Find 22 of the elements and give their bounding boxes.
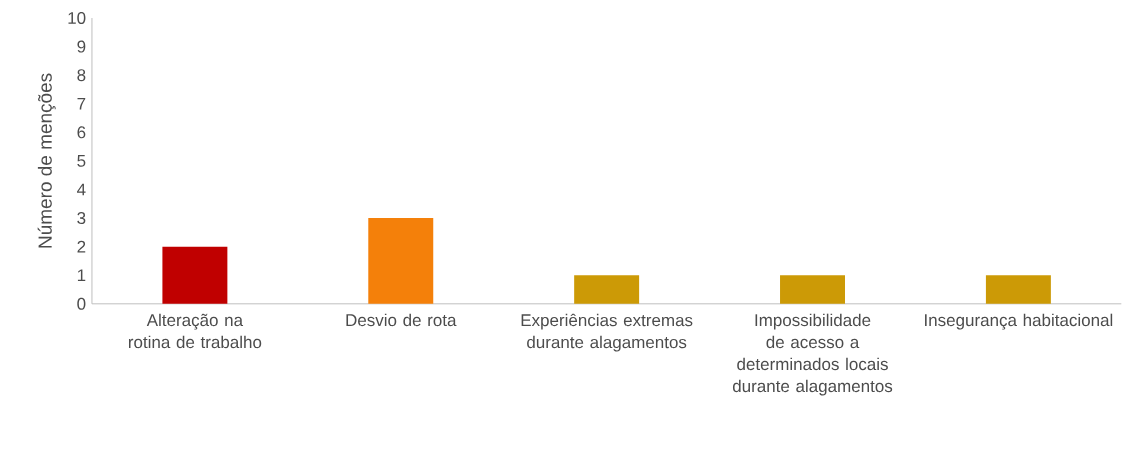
x-tick-label: Experiências extremas durante alagamentos: [521, 313, 693, 352]
bar: [574, 275, 640, 304]
y-tick-label: 2: [77, 240, 86, 253]
x-tick-label: Alteração na rotina de trabalho: [128, 313, 262, 349]
y-tick-label: 6: [77, 126, 86, 139]
x-tick-label: Insegurança habitacional: [925, 313, 1113, 330]
y-tick-label: 1: [77, 269, 86, 282]
bar: [368, 218, 434, 304]
y-tick-label: 3: [77, 212, 86, 225]
x-tick-label: Desvio de rota: [346, 313, 457, 327]
y-tick-label: 0: [77, 297, 86, 310]
x-tick-label: Impossibilidade de acesso a determinados locais durante alagamentos: [732, 313, 893, 396]
y-tick-label: 7: [77, 98, 86, 110]
y-tick-label: 10: [68, 12, 86, 25]
bar: [985, 275, 1051, 304]
y-tick-label: 5: [77, 155, 86, 167]
bar: [162, 246, 228, 304]
bar: [780, 275, 845, 304]
y-tick-label: 9: [77, 40, 86, 53]
y-tick-label: 4: [77, 183, 86, 196]
y-tick-label: 8: [77, 69, 86, 82]
y-axis-title: Número de menções: [37, 73, 56, 248]
